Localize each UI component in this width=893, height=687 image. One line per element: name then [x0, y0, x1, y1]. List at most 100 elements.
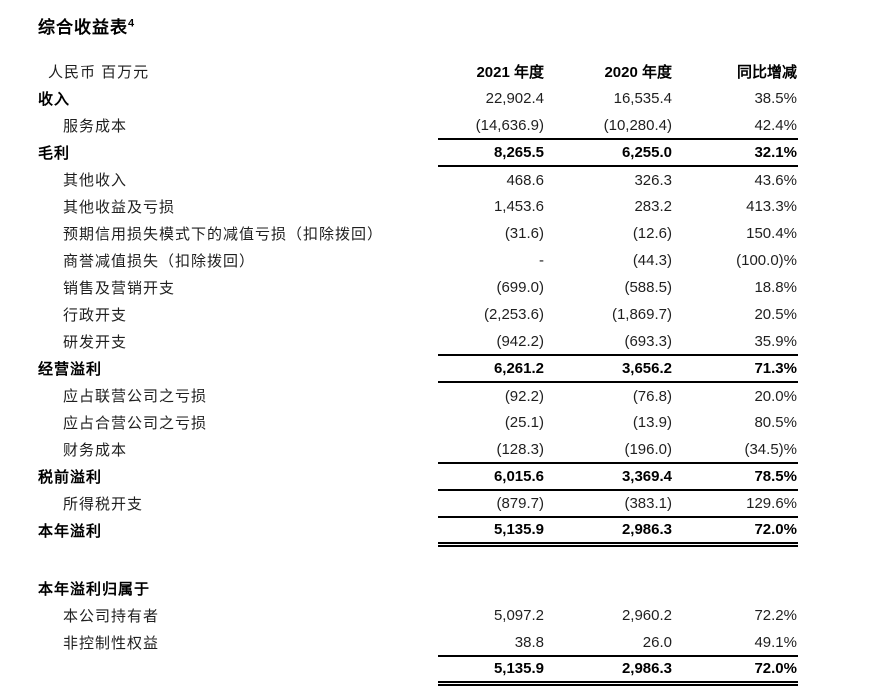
- table-header-row: 人民币 百万元 2021 年度 2020 年度 同比增减: [38, 58, 798, 85]
- table-body: 收入 22,902.4 16,535.4 38.5% 服务成本 (14,636.9) (10…: [38, 85, 798, 686]
- value-2020: (13.9): [632, 414, 672, 431]
- row-label: 其他收入: [63, 172, 128, 189]
- value-2021: (942.2): [438, 328, 545, 356]
- value-2021: (14,636.9): [438, 112, 545, 140]
- row-label: 其他收益及亏损: [63, 199, 176, 216]
- spacer-row: [38, 544, 798, 575]
- table-row: 税前溢利 6,015.6 3,369.4 78.5%: [38, 463, 798, 491]
- row-label: [38, 656, 438, 683]
- value-yoy: 129.6%: [673, 490, 798, 518]
- value-yoy: 150.4%: [746, 225, 797, 242]
- row-label: 经营溢利: [38, 361, 103, 378]
- value-yoy: 72.0%: [673, 517, 798, 547]
- value-2021: 6,015.6: [438, 463, 545, 491]
- table-row: 服务成本 (14,636.9) (10,280.4) 42.4%: [38, 112, 798, 140]
- value-yoy: [673, 575, 798, 602]
- row-label: 税前溢利: [38, 469, 103, 486]
- value-2021: (92.2): [504, 387, 544, 405]
- table-row: 商誉减值损失（扣除拨回） - (44.3) (100.0)%: [38, 247, 798, 274]
- value-2020: (693.3): [545, 328, 673, 356]
- table-row: 毛利 8,265.5 6,255.0 32.1%: [38, 139, 798, 167]
- value-2021: 5,135.9: [438, 517, 545, 547]
- table-row: 经营溢利 6,261.2 3,656.2 71.3%: [38, 355, 798, 383]
- value-2020: 326.3: [634, 171, 672, 189]
- value-yoy: 72.0%: [673, 656, 798, 686]
- table-row: 财务成本 (128.3) (196.0) (34.5)%: [38, 436, 798, 464]
- table-row: 应占合营公司之亏损 (25.1) (13.9) 80.5%: [38, 409, 798, 436]
- income-statement-table: 人民币 百万元 2021 年度 2020 年度 同比增减 收入 22,902.4 1…: [38, 58, 798, 686]
- value-yoy: 71.3%: [673, 355, 798, 383]
- value-2020: (196.0): [545, 436, 673, 464]
- page-title: 综合收益表4: [38, 13, 893, 38]
- row-label: 行政开支: [63, 307, 128, 324]
- value-yoy: 38.5%: [754, 90, 797, 107]
- table-row: 预期信用损失模式下的减值亏损（扣除拨回） (31.6) (12.6) 150.4%: [38, 220, 798, 247]
- table-row: 销售及营销开支 (699.0) (588.5) 18.8%: [38, 274, 798, 301]
- table-row: 其他收入 468.6 326.3 43.6%: [38, 166, 798, 193]
- row-label: 本年溢利: [38, 523, 103, 540]
- table-row: 行政开支 (2,253.6) (1,869.7) 20.5%: [38, 301, 798, 328]
- table-row: 其他收益及亏损 1,453.6 283.2 413.3%: [38, 193, 798, 220]
- value-2020: (10,280.4): [545, 112, 673, 140]
- value-2021: (128.3): [438, 436, 545, 464]
- value-yoy: 43.6%: [754, 171, 797, 189]
- value-yoy: 20.0%: [754, 387, 797, 405]
- value-yoy: 49.1%: [673, 629, 798, 657]
- value-2020: (44.3): [632, 252, 672, 269]
- value-2021: 38.8: [438, 629, 545, 657]
- value-2021: (25.1): [504, 414, 544, 431]
- table-row: 本年溢利归属于: [38, 575, 798, 602]
- unit-label: 人民币 百万元: [48, 64, 150, 81]
- column-header-2021: 2021 年度: [476, 64, 544, 81]
- table-row: 本公司持有者 5,097.2 2,960.2 72.2%: [38, 602, 798, 629]
- value-2021: (879.7): [438, 490, 545, 518]
- value-yoy: 32.1%: [673, 139, 798, 167]
- value-yoy: 18.8%: [754, 279, 797, 296]
- table-row: 非控制性权益 38.8 26.0 49.1%: [38, 629, 798, 657]
- value-yoy: 413.3%: [746, 198, 797, 215]
- row-label: 服务成本: [63, 118, 128, 135]
- value-yoy: 42.4%: [673, 112, 798, 140]
- row-label: 研发开支: [63, 334, 128, 351]
- table-row: 本年溢利 5,135.9 2,986.3 72.0%: [38, 517, 798, 547]
- value-2021: [438, 575, 545, 602]
- row-label: 预期信用损失模式下的减值亏损（扣除拨回）: [63, 226, 384, 243]
- value-2021: 5,135.9: [438, 656, 545, 686]
- row-label: 收入: [38, 91, 71, 108]
- value-yoy: 20.5%: [754, 306, 797, 323]
- value-2021: (31.6): [504, 225, 544, 242]
- value-2020: 16,535.4: [613, 90, 672, 107]
- value-yoy: 35.9%: [673, 328, 798, 356]
- value-2021: (699.0): [496, 279, 544, 296]
- row-label: 非控制性权益: [63, 635, 160, 652]
- title-footnote-superscript: 4: [128, 17, 135, 30]
- spacer-cell: [38, 544, 798, 575]
- row-label: 应占联营公司之亏损: [63, 388, 208, 405]
- table-row: 应占联营公司之亏损 (92.2) (76.8) 20.0%: [38, 382, 798, 409]
- column-header-2020: 2020 年度: [604, 64, 672, 81]
- column-header-yoy: 同比增减: [736, 64, 797, 81]
- value-2020: 2,986.3: [545, 656, 673, 686]
- value-2021: 6,261.2: [438, 355, 545, 383]
- value-yoy: 72.2%: [754, 607, 797, 624]
- value-2021: 5,097.2: [493, 607, 544, 624]
- table-row: 5,135.9 2,986.3 72.0%: [38, 656, 798, 686]
- value-2020: 3,656.2: [545, 355, 673, 383]
- value-2020: (76.8): [632, 387, 672, 405]
- row-label: 销售及营销开支: [63, 280, 176, 297]
- row-label: 应占合营公司之亏损: [63, 415, 208, 432]
- value-2020: (383.1): [545, 490, 673, 518]
- row-label: 商誉减值损失（扣除拨回）: [63, 253, 256, 270]
- value-2020: 2,960.2: [621, 607, 672, 624]
- value-2021: -: [539, 252, 544, 269]
- row-label: 本年溢利归属于: [38, 581, 151, 598]
- value-2020: 2,986.3: [545, 517, 673, 547]
- value-2020: 283.2: [634, 198, 672, 215]
- value-yoy: 80.5%: [754, 414, 797, 431]
- value-2021: (2,253.6): [483, 306, 544, 323]
- row-label: 所得税开支: [63, 496, 144, 513]
- value-2020: 26.0: [545, 629, 673, 657]
- value-2021: 22,902.4: [485, 90, 544, 107]
- value-2020: 6,255.0: [545, 139, 673, 167]
